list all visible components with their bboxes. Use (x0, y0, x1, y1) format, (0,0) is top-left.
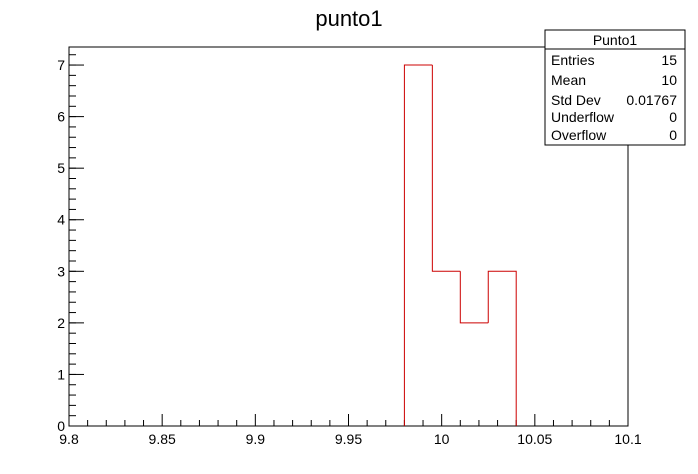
chart-title: punto1 (315, 6, 382, 31)
x-tick-label: 9.9 (246, 431, 266, 447)
stats-value-underflow: 0 (669, 109, 677, 125)
stats-value-overflow: 0 (669, 127, 677, 143)
y-tick-label: 5 (57, 160, 65, 176)
stats-label-overflow: Overflow (551, 127, 607, 143)
stats-label-std-dev: Std Dev (551, 92, 601, 108)
x-tick-label: 9.95 (335, 431, 362, 447)
histogram-bin (403, 64, 433, 426)
plot-frame (68, 46, 629, 427)
x-tick-label: 10 (434, 431, 450, 447)
histogram-bin (431, 65, 461, 272)
y-tick-label: 7 (57, 57, 65, 73)
histogram-bin (487, 270, 517, 426)
stats-label-entries: Entries (551, 52, 595, 68)
histogram-bin (459, 271, 489, 324)
y-tick-label: 4 (57, 212, 65, 228)
x-tick-label: 10.05 (517, 431, 552, 447)
stats-value-mean: 10 (661, 72, 677, 88)
x-tick-label: 9.8 (59, 431, 79, 447)
y-tick-label: 6 (57, 109, 65, 125)
histogram-bars (403, 64, 517, 426)
x-tick-label: 10.1 (614, 431, 641, 447)
stats-value-std-dev: 0.01767 (626, 92, 677, 108)
stats-box-title: Punto1 (593, 32, 638, 48)
stats-label-mean: Mean (551, 72, 586, 88)
y-axis: 0 1 2 3 4 5 6 7 (57, 54, 84, 434)
y-tick-label: 2 (57, 315, 65, 331)
y-tick-label: 0 (57, 418, 65, 434)
y-tick-label: 3 (57, 263, 65, 279)
stats-value-entries: 15 (661, 52, 677, 68)
x-tick-label: 9.85 (149, 431, 176, 447)
stats-box: Punto1 Entries 15 Mean 10 Std Dev 0.0176… (544, 29, 686, 146)
x-axis: 9.8 9.85 9.9 9.95 10 10.05 10.1 (59, 414, 642, 447)
y-tick-label: 1 (57, 366, 65, 382)
stats-label-underflow: Underflow (551, 109, 615, 125)
